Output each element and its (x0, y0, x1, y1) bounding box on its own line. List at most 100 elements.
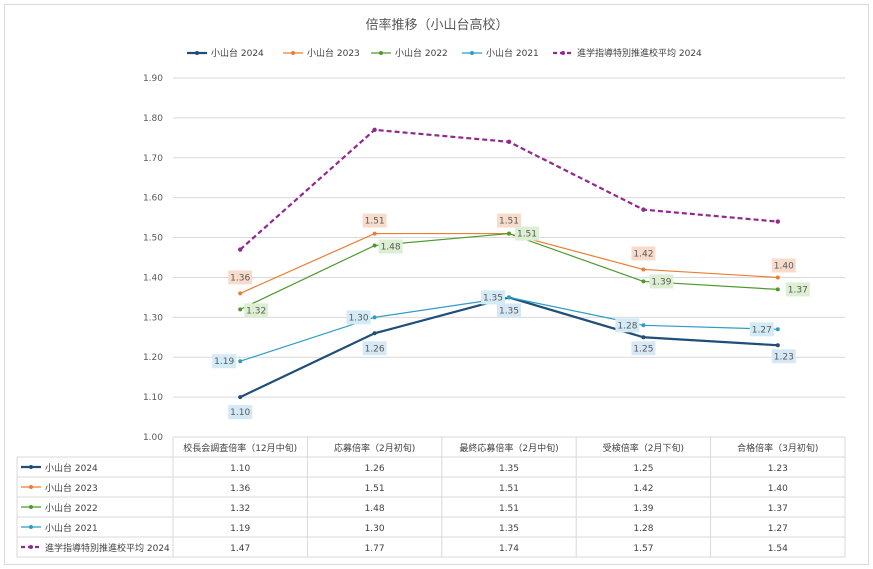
data-label: 1.51 (362, 213, 387, 228)
grid-lines (173, 77, 845, 438)
table-cell: 1.39 (633, 504, 653, 514)
data-label-bg (615, 318, 640, 333)
data-label: 1.28 (615, 318, 640, 333)
data-table: 校長会調査倍率（12月中旬) 応募倍率（2月初旬) 最終応募倍率（2月中旬) 受検倍率… (16, 436, 846, 558)
table-series-name: 小山台 2024 (45, 462, 98, 474)
legend-marker (195, 51, 199, 55)
data-label: 1.26 (362, 341, 387, 356)
table-header-cell: 応募倍率（2月初旬) (334, 442, 415, 454)
table-row: 小山台 2022 1.32 1.48 1.51 1.39 1.37 (21, 502, 788, 514)
data-label-bg (378, 239, 403, 254)
data-point (372, 231, 377, 236)
table-cell: 1.51 (365, 484, 385, 494)
series-line (238, 295, 780, 364)
y-tick-label: 1.30 (143, 313, 163, 323)
y-tick-label: 1.70 (143, 154, 163, 164)
data-point (641, 207, 646, 212)
data-label: 1.35 (497, 303, 521, 318)
data-label-bg (515, 226, 539, 241)
table-row: 小山台 2024 1.10 1.26 1.35 1.25 1.23 (21, 462, 788, 474)
data-label-text: 1.30 (349, 313, 369, 323)
table-legend-marker (29, 505, 33, 509)
data-label: 1.37 (785, 282, 810, 297)
data-point (372, 315, 377, 320)
data-label-text: 1.19 (214, 357, 234, 367)
table-series-name: 進学指導特別推進校平均 2024 (45, 542, 170, 554)
data-label-bg (649, 274, 674, 289)
data-label-bg (362, 341, 387, 356)
legend-item: 小山台 2021 (462, 47, 539, 59)
data-labels: 1.10 1.26 1.35 1.25 1.23 1.36 1.51 1.51 1.42 1.40… (212, 213, 810, 420)
data-label-text: 1.51 (517, 230, 537, 240)
data-label-bg (771, 258, 796, 273)
table-cell: 1.23 (768, 464, 788, 474)
data-label-bg (228, 405, 253, 420)
data-label: 1.25 (631, 341, 656, 356)
data-label-bg (481, 290, 505, 305)
data-label: 1.39 (649, 274, 674, 289)
data-point (641, 335, 646, 340)
table-cell: 1.74 (499, 544, 519, 554)
data-label: 1.27 (749, 322, 774, 337)
table-cell: 1.47 (230, 544, 250, 554)
data-label-text: 1.35 (499, 306, 519, 316)
data-label-text: 1.35 (483, 293, 503, 303)
table-cell: 1.19 (230, 524, 250, 534)
y-axis: 1.00 1.10 1.20 1.30 1.40 1.50 1.60 1.70 1.80 1.90 (143, 74, 163, 443)
y-tick-label: 1.50 (143, 234, 163, 244)
data-label: 1.51 (515, 226, 539, 241)
data-point (507, 231, 511, 236)
data-label-bg (497, 303, 521, 318)
data-point (775, 327, 780, 332)
series-line (238, 231, 780, 296)
table-series-name: 小山台 2023 (45, 482, 98, 494)
y-tick-label: 1.40 (143, 273, 163, 283)
legend-item: 小山台 2024 (187, 47, 264, 59)
data-label-bg (497, 213, 521, 228)
table-cell: 1.37 (768, 504, 788, 514)
series-line (238, 127, 780, 252)
chart-title: 倍率推移（小山台高校） (365, 17, 508, 33)
data-point (372, 127, 377, 133)
legend-label: 小山台 2022 (395, 47, 448, 59)
data-label-text: 1.42 (633, 249, 653, 259)
data-label-text: 1.10 (230, 408, 250, 418)
legend-label: 進学指導特別推進校平均 2024 (577, 47, 702, 59)
legend-marker (470, 51, 474, 55)
table-cell: 1.51 (499, 504, 519, 514)
data-label-bg (346, 310, 371, 325)
table-cell: 1.35 (499, 464, 519, 474)
table-cell: 1.77 (365, 544, 385, 554)
table-cell: 1.51 (499, 484, 519, 494)
data-label-text: 1.39 (651, 277, 671, 287)
legend-label: 小山台 2021 (486, 47, 539, 59)
table-cell: 1.35 (499, 524, 519, 534)
table-cell: 1.27 (768, 524, 788, 534)
data-label-text: 1.48 (381, 243, 401, 253)
table-header-cell: 受検倍率（2月下旬) (603, 442, 684, 454)
legend-item: 小山台 2023 (283, 47, 360, 59)
data-point (506, 139, 512, 145)
table-cell: 1.10 (230, 464, 250, 474)
data-label: 1.30 (346, 310, 371, 325)
table-series-name: 小山台 2021 (45, 522, 98, 534)
data-label-bg (771, 349, 796, 364)
table-row: 小山台 2021 1.19 1.30 1.35 1.28 1.27 (21, 522, 788, 534)
data-label-text: 1.40 (774, 261, 794, 271)
table-cell: 1.57 (633, 544, 653, 554)
series-line (238, 231, 780, 312)
data-point (775, 343, 780, 348)
table-header-cell: 最終応募倍率（2月中旬) (459, 442, 558, 454)
legend-item: 進学指導特別推進校平均 2024 (553, 47, 702, 59)
data-label: 1.19 (212, 354, 237, 369)
y-tick-label: 1.20 (143, 353, 163, 363)
data-point (775, 275, 780, 280)
data-point (775, 287, 780, 292)
data-point (238, 395, 243, 400)
data-label-text: 1.26 (365, 344, 385, 354)
table-legend-marker (29, 525, 33, 529)
data-label-text: 1.25 (633, 344, 653, 354)
y-tick-label: 1.00 (143, 433, 163, 443)
data-point (238, 247, 243, 252)
table-legend-marker (29, 545, 33, 549)
